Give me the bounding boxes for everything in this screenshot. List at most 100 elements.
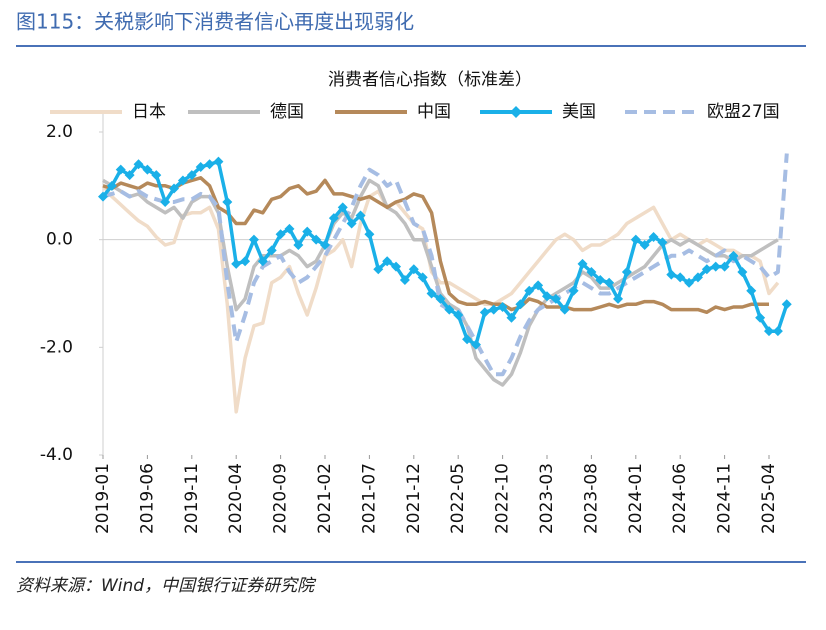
point-marker [408,264,419,275]
point-marker [391,261,402,272]
figure-title: 图115：关税影响下消费者信心再度出现弱化 [16,10,414,34]
point-marker [577,258,588,269]
point-marker [684,277,695,288]
legend-label: 中国 [417,102,451,122]
point-marker [275,229,286,240]
legend-label: 欧盟27国 [707,102,780,122]
point-marker [151,170,162,181]
x-tick-label: 2025-04 [759,463,779,534]
point-marker [755,312,766,323]
point-marker [399,275,410,286]
legend-marker [510,106,522,118]
point-marker [311,234,322,245]
point-marker [373,264,384,275]
x-tick-label: 2020-04 [226,463,246,534]
point-marker [346,218,357,229]
series-line [102,176,769,315]
point-marker [284,223,295,234]
point-marker [257,256,268,267]
source-note: 资料来源：Wind，中国银行证券研究院 [16,576,317,596]
point-marker [302,226,313,237]
point-marker [186,170,197,181]
point-marker [675,272,686,283]
series-line [102,153,789,377]
point-marker [515,299,526,310]
legend-label: 德国 [270,102,304,122]
point-marker [320,240,330,251]
point-marker [177,175,188,186]
legend-label: 日本 [132,102,166,122]
x-tick-label: 2024-11 [715,463,735,534]
point-marker [710,261,721,272]
x-tick-label: 2022-05 [448,463,468,534]
x-tick-label: 2021-12 [404,463,424,534]
y-tick-label: 0.0 [46,230,73,250]
x-tick-label: 2019-01 [93,463,113,534]
point-marker [444,304,455,315]
point-marker [355,210,366,221]
x-tick-label: 2023-03 [537,463,557,534]
point-marker [764,326,774,337]
point-marker [692,272,703,283]
point-marker [613,293,624,304]
point-marker [453,310,464,321]
point-marker [115,164,126,175]
point-marker [337,202,348,213]
x-tick-label: 2022-10 [493,463,513,534]
point-marker [639,240,650,251]
point-marker [630,234,641,245]
point-marker [470,339,481,350]
point-marker [772,326,783,337]
x-tick-label: 2019-11 [182,463,202,534]
point-marker [248,234,259,245]
point-marker [666,269,677,280]
point-marker [737,266,748,277]
point-marker [106,180,117,191]
point-marker [719,261,730,272]
point-marker [533,280,544,291]
point-marker [604,277,615,288]
point-marker [222,196,233,207]
point-marker [621,266,632,277]
point-marker [382,256,393,267]
point-marker [417,272,428,283]
point-marker [328,213,339,224]
point-marker [524,285,535,296]
point-marker [657,237,668,248]
point-marker [169,183,180,194]
x-tick-label: 2019-06 [137,463,157,534]
point-marker [746,285,757,296]
chart-title: 消费者信心指数（标准差） [328,70,532,90]
x-tick-label: 2021-07 [359,463,379,534]
point-marker [204,159,215,170]
point-marker [293,240,304,251]
y-tick-label: 2.0 [46,122,73,142]
y-tick-label: -4.0 [40,445,73,465]
x-tick-label: 2021-02 [315,463,335,534]
point-marker [506,312,517,323]
point-marker [568,285,579,296]
point-marker [488,304,499,315]
x-tick-label: 2023-08 [581,463,601,534]
point-marker [550,293,561,304]
point-marker [435,293,446,304]
x-tick-label: 2024-06 [670,463,690,534]
point-marker [266,245,277,256]
series-line [101,184,780,414]
x-tick-label: 2024-01 [626,463,646,534]
point-marker [142,164,153,175]
point-marker [231,258,242,269]
point-marker [559,304,570,315]
point-marker [595,275,606,286]
point-marker [479,307,490,318]
point-marker [728,250,739,261]
point-marker [195,161,206,172]
x-tick-label: 2020-09 [271,463,291,534]
point-marker [781,299,792,310]
y-tick-label: -2.0 [40,337,73,357]
point-marker [240,256,251,267]
point-marker [124,170,135,181]
point-marker [160,196,171,207]
point-marker [98,191,108,202]
